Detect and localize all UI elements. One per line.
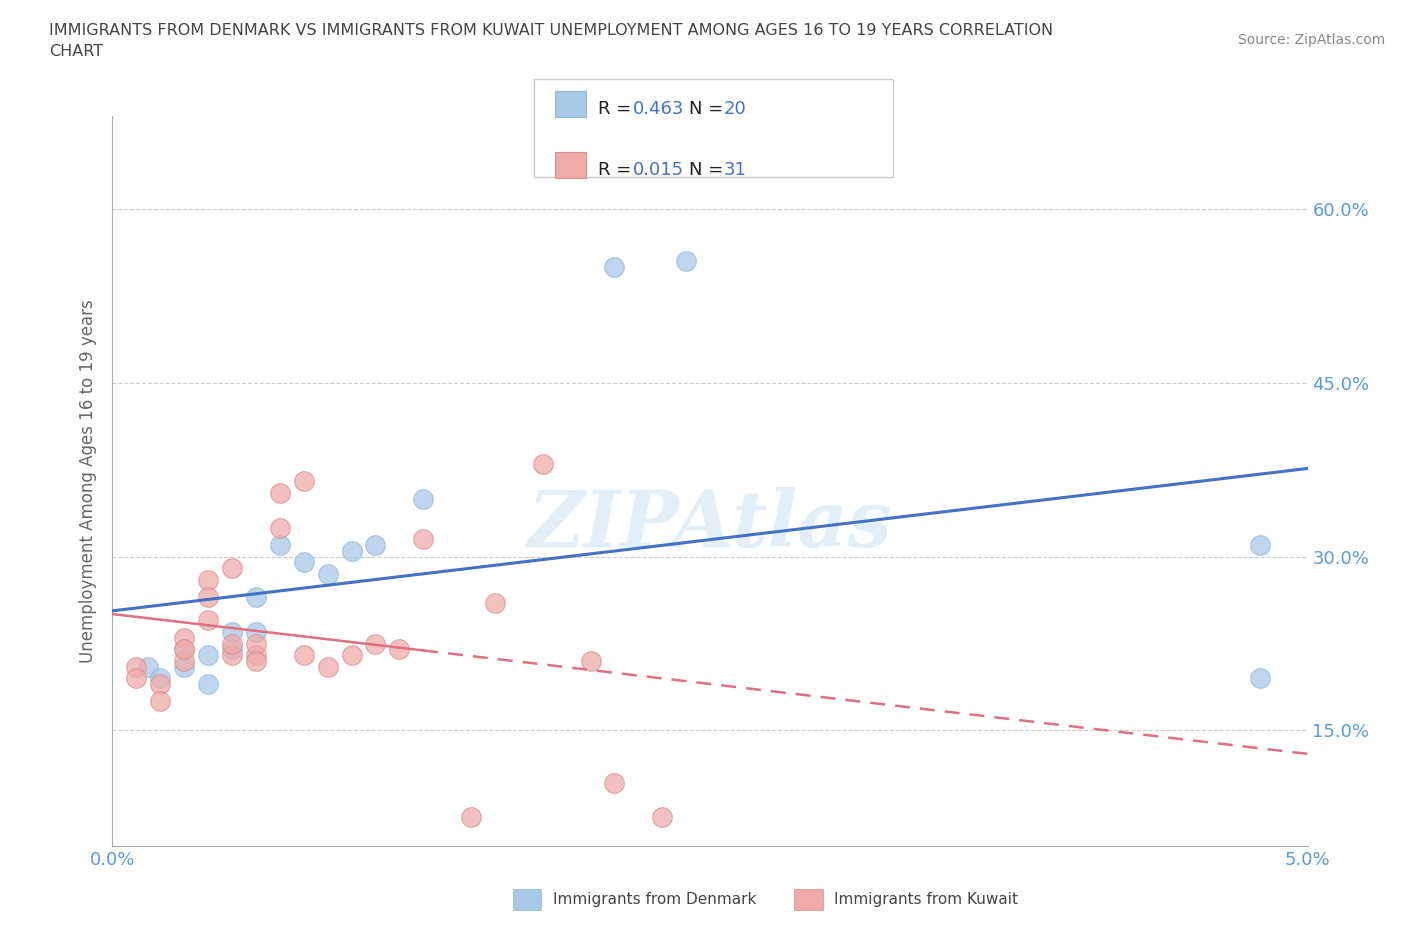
- Point: [173, 631, 195, 645]
- Point: [245, 590, 267, 604]
- Point: [149, 677, 172, 692]
- Point: [197, 613, 219, 628]
- Point: [138, 659, 160, 674]
- Y-axis label: Unemployment Among Ages 16 to 19 years: Unemployment Among Ages 16 to 19 years: [79, 299, 97, 663]
- Point: [1249, 671, 1271, 685]
- Point: [197, 590, 219, 604]
- Point: [1249, 538, 1271, 552]
- Point: [651, 810, 673, 825]
- Point: [292, 647, 315, 662]
- Point: [245, 647, 267, 662]
- Text: 0.463: 0.463: [633, 100, 685, 118]
- Text: N =: N =: [689, 100, 728, 118]
- Point: [603, 259, 626, 274]
- Point: [340, 543, 363, 558]
- Point: [245, 636, 267, 651]
- Point: [316, 566, 339, 581]
- Point: [292, 474, 315, 489]
- Point: [460, 810, 482, 825]
- Point: [221, 561, 243, 576]
- Point: [269, 485, 291, 500]
- Point: [197, 647, 219, 662]
- Text: Source: ZipAtlas.com: Source: ZipAtlas.com: [1237, 33, 1385, 46]
- Point: [579, 654, 602, 669]
- Text: 20: 20: [724, 100, 747, 118]
- Point: [292, 555, 315, 570]
- Text: IMMIGRANTS FROM DENMARK VS IMMIGRANTS FROM KUWAIT UNEMPLOYMENT AMONG AGES 16 TO : IMMIGRANTS FROM DENMARK VS IMMIGRANTS FR…: [49, 23, 1053, 38]
- Text: ZIPAtlas: ZIPAtlas: [527, 486, 893, 564]
- Text: R =: R =: [598, 161, 637, 179]
- Point: [269, 538, 291, 552]
- Point: [675, 254, 697, 269]
- Text: 0.015: 0.015: [633, 161, 683, 179]
- Point: [388, 642, 411, 657]
- Point: [197, 677, 219, 692]
- Point: [269, 520, 291, 535]
- Point: [245, 654, 267, 669]
- Point: [412, 532, 434, 547]
- Point: [603, 775, 626, 790]
- Text: CHART: CHART: [49, 44, 103, 59]
- Point: [173, 642, 195, 657]
- Text: Immigrants from Denmark: Immigrants from Denmark: [553, 892, 756, 907]
- Point: [316, 659, 339, 674]
- Point: [197, 572, 219, 587]
- Point: [364, 538, 387, 552]
- Point: [173, 659, 195, 674]
- Point: [221, 647, 243, 662]
- Text: R =: R =: [598, 100, 637, 118]
- Point: [221, 624, 243, 639]
- Point: [173, 654, 195, 669]
- Text: Immigrants from Kuwait: Immigrants from Kuwait: [834, 892, 1018, 907]
- Point: [125, 659, 148, 674]
- Point: [245, 624, 267, 639]
- Point: [364, 636, 387, 651]
- Point: [340, 647, 363, 662]
- Point: [484, 595, 506, 610]
- Point: [221, 636, 243, 651]
- Point: [221, 642, 243, 657]
- Point: [125, 671, 148, 685]
- Point: [173, 642, 195, 657]
- Point: [531, 457, 554, 472]
- Text: 31: 31: [724, 161, 747, 179]
- Text: N =: N =: [689, 161, 728, 179]
- Point: [149, 694, 172, 709]
- Point: [149, 671, 172, 685]
- Point: [412, 491, 434, 506]
